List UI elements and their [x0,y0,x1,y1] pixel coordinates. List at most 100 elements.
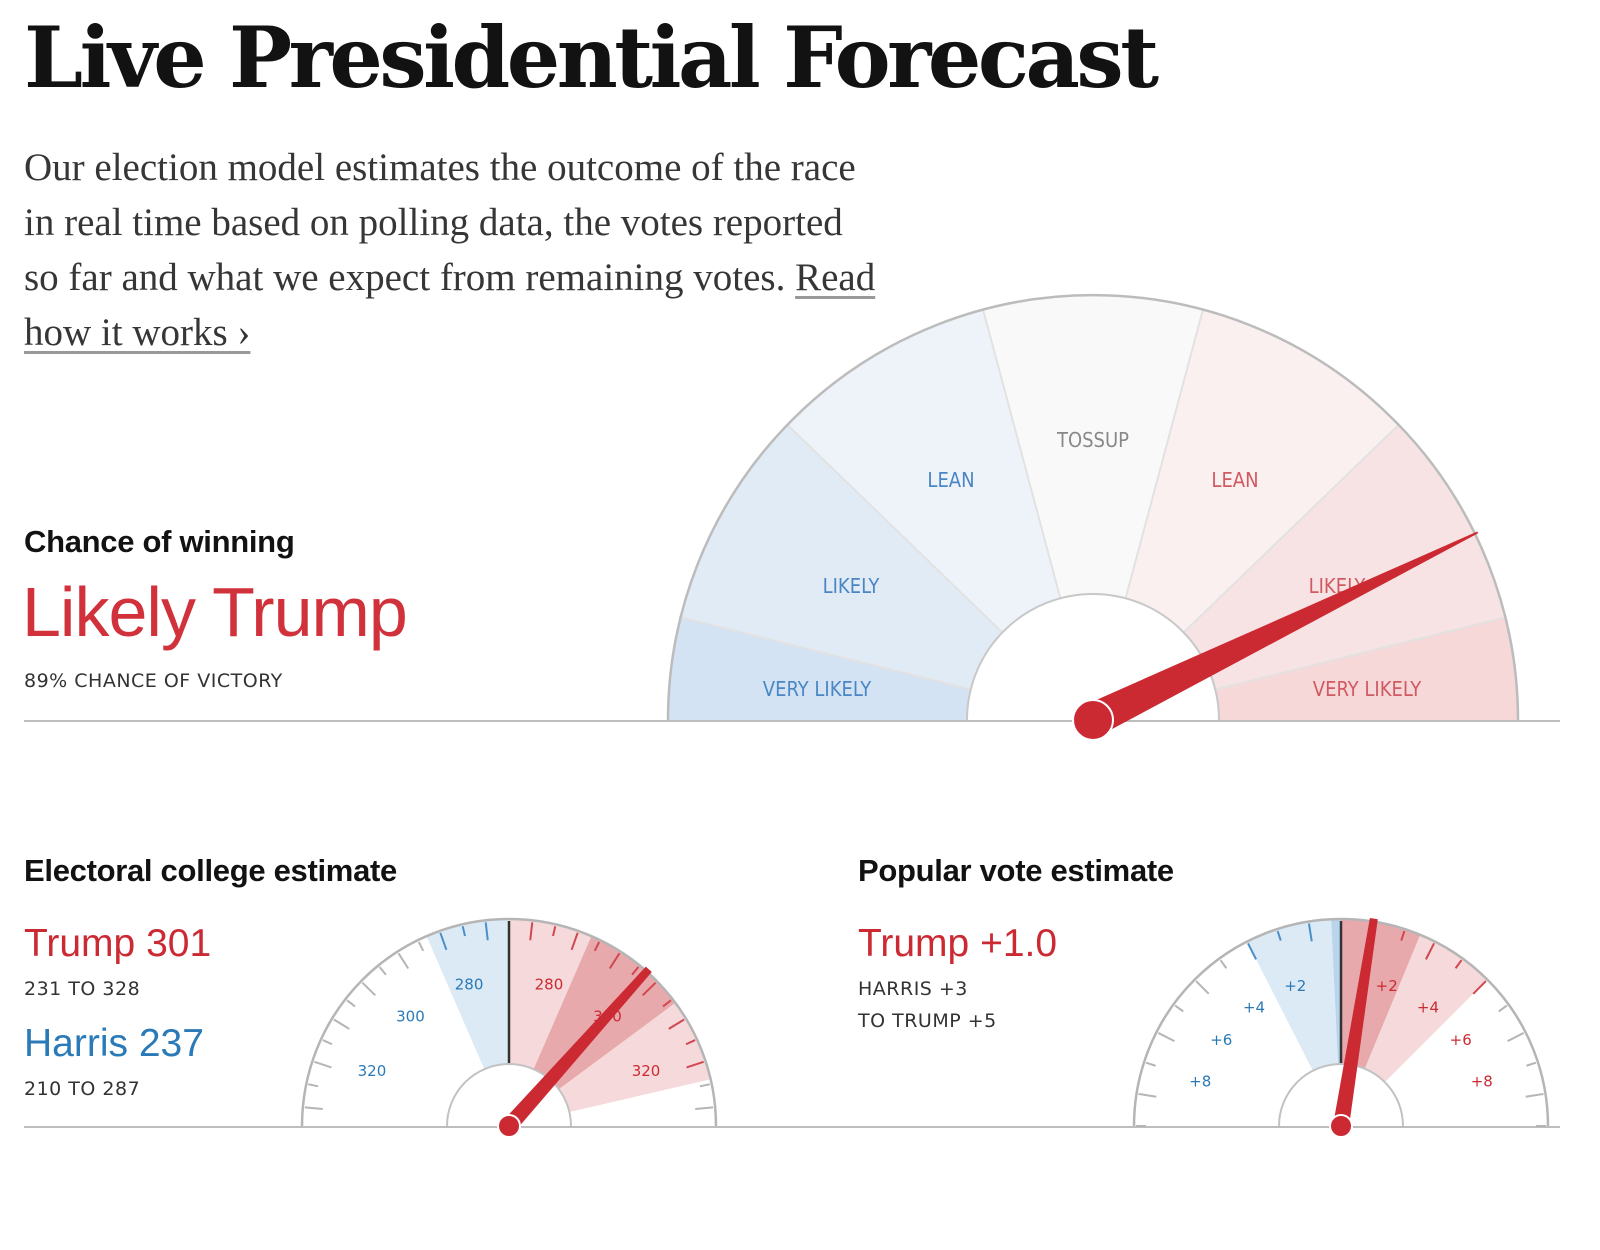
chance-segment [787,309,1061,633]
ec-gauge-tick [570,932,579,951]
pv-gauge-tick [1507,1032,1525,1042]
ec-gauge-tick-label: 280 [535,975,564,993]
chance-segment-divider [786,424,1004,634]
chance-segment [668,617,971,720]
ec-gauge-tick [685,1039,696,1046]
chance-segment-divider [1215,616,1506,691]
pv-gauge-tick [1472,980,1487,995]
electoral-heading: Electoral college estimate [24,853,397,888]
pv-gauge-tick [1195,980,1210,995]
chance-segment [680,424,1003,690]
chance-segment-divider [680,616,971,691]
pv-gauge-needle-hub [1329,1114,1353,1138]
ec-gauge-tick [346,999,356,1008]
ec-gauge-inner-arc [446,1063,572,1127]
popular-heading: Popular vote estimate [858,853,1174,888]
pv-gauge-tick-label: +8 [1189,1072,1211,1090]
ec-gauge-tick [552,926,557,937]
ec-gauge-tick [322,1039,333,1046]
chance-segment-divider [1124,309,1204,599]
intro-paragraph: Our election model estimates the outcome… [24,140,884,360]
pv-gauge-tick [1219,959,1228,969]
electoral-trump-value: Trump 301 [24,922,212,965]
chance-segment-label: LEAN [927,468,974,492]
popular-vote-gauge: +2 +4 +6 +8 +2 +4 +6 +8 [1132,917,1550,1138]
chance-needle-hub [1072,699,1114,741]
ec-gauge-tick [695,1106,714,1110]
pv-gauge-band-dem [1247,919,1341,1071]
ec-gauge-tick [417,941,425,952]
ec-gauge-tick [484,922,489,941]
pv-gauge-tick-label: +6 [1450,1031,1472,1049]
electoral-harris-range: 210 TO 287 [24,1078,141,1100]
electoral-harris-value: Harris 237 [24,1022,204,1065]
electoral-trump-range: 231 TO 328 [24,978,141,1000]
pv-gauge-tick [1498,1004,1508,1013]
ec-gauge-tick [686,1060,704,1069]
ec-gauge-tick-label: 320 [632,1062,661,1080]
pv-gauge-tick [1400,930,1406,941]
popular-trump-value: Trump +1.0 [858,922,1058,965]
pv-gauge-tick [1454,959,1463,969]
pv-gauge-tick-label: +4 [1417,998,1439,1016]
ec-gauge-needle-hub [497,1114,521,1138]
electoral-gauge: 280300320280300320 [300,917,718,1138]
pv-gauge-tick [1145,1061,1156,1067]
ec-gauge-band-dem [426,919,509,1070]
ec-gauge-outer-arc [300,917,718,1127]
pv-gauge-band-dem [1331,919,1341,1065]
chance-segment [983,295,1203,599]
ec-gauge-tick-label: 300 [396,1008,425,1026]
chance-segment-label: VERY LIKELY [763,677,872,701]
chance-segment-label: LIKELY [823,574,881,598]
pv-gauge-tick [1307,923,1313,942]
ec-gauge-tick [397,952,410,970]
chance-segment-divider [1182,424,1400,634]
pv-gauge-tick [1247,942,1257,960]
pv-gauge-tick [1276,930,1282,941]
chance-segment-label: TOSSUP [1056,428,1129,452]
ec-gauge-tick [529,922,534,941]
pv-gauge-tick-label: +2 [1284,977,1306,995]
ec-gauge-tick [662,999,672,1008]
pv-gauge-tick [1174,1004,1184,1013]
chance-segment [1183,424,1506,690]
intro-text: Our election model estimates the outcome… [24,146,856,299]
ec-gauge-tick-label: 280 [455,975,484,993]
ec-gauge-tick [304,1106,323,1110]
chance-segment-label: LEAN [1211,468,1258,492]
ec-gauge-tick [314,1060,332,1069]
chance-segment-divider [982,309,1062,599]
read-how-it-works-link[interactable]: Read how it works › [24,256,876,354]
ec-gauge-tick [378,966,387,976]
popular-range-line2: TO TRUMP +5 [858,1010,997,1032]
ec-gauge-tick [439,932,448,951]
chance-segment [1215,617,1518,720]
ec-gauge-tick [699,1083,710,1088]
chance-segment [1125,309,1399,633]
pv-gauge-tick [1425,942,1435,960]
ec-gauge-tick-label: 320 [358,1062,387,1080]
popular-range-line1: HARRIS +3 [858,978,968,1000]
pv-gauge-outer-arc [1132,917,1550,1127]
pv-gauge-tick [1525,1092,1544,1098]
chance-segment-label: VERY LIKELY [1313,677,1422,701]
pv-gauge-tick-label: +2 [1376,977,1398,995]
chance-needle [1085,531,1479,736]
pv-gauge-tick-label: +6 [1210,1031,1232,1049]
ec-gauge-tick [608,952,621,970]
pv-gauge-tick [1526,1061,1537,1067]
chance-subline: 89% CHANCE OF VICTORY [24,670,283,692]
ec-gauge-tick [668,1018,685,1030]
ec-gauge-tick [361,981,376,996]
pv-gauge-tick-label: +8 [1471,1072,1493,1090]
ec-gauge-tick [333,1018,350,1030]
pv-gauge-tick [1138,1092,1157,1098]
chance-heading: Chance of winning [24,524,295,559]
ec-gauge-tick [461,926,466,937]
ec-gauge-tick [642,981,657,996]
pv-gauge-tick [1157,1032,1175,1042]
pv-gauge-tick-label: +4 [1243,998,1265,1016]
chance-outer-arc [666,293,1520,721]
